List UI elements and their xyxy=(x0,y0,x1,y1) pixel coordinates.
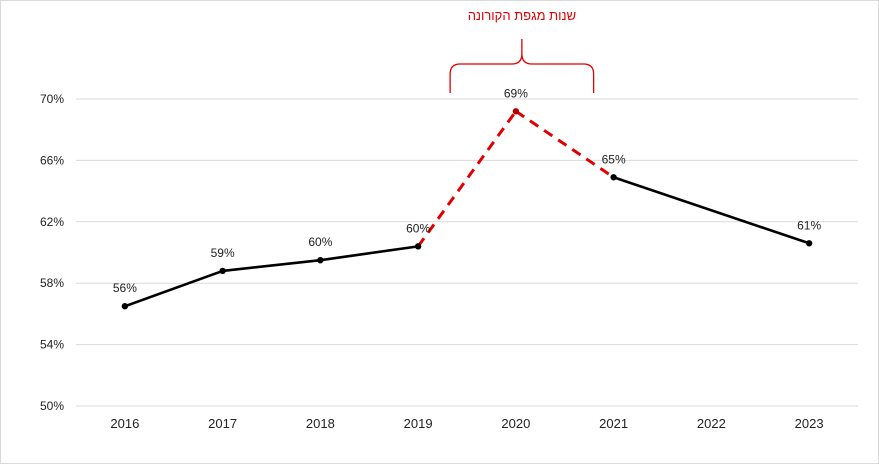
series-segment xyxy=(222,258,321,273)
data-label: 65% xyxy=(602,152,626,166)
series-points xyxy=(121,108,813,310)
data-label: 60% xyxy=(308,235,332,249)
data-point xyxy=(121,303,129,310)
series-lines xyxy=(124,110,810,308)
x-tick-label: 2023 xyxy=(795,416,824,431)
gridlines xyxy=(76,98,858,407)
data-point xyxy=(512,108,520,115)
x-tick-label: 2021 xyxy=(599,416,628,431)
x-tick-label: 2020 xyxy=(501,416,530,431)
annotation-label: שנות מגפת הקורונה xyxy=(468,8,576,23)
x-tick-label: 2017 xyxy=(208,416,237,431)
data-label: 56% xyxy=(113,281,137,295)
y-tick-label: 50% xyxy=(40,399,64,413)
data-point xyxy=(414,243,422,250)
annotation-brace xyxy=(449,39,595,93)
series-segment xyxy=(124,269,224,308)
data-point xyxy=(805,240,813,247)
y-tick-label: 70% xyxy=(40,92,64,106)
series-segment-dashed xyxy=(515,110,615,179)
y-axis: 50% 54% 58% 62% 66% 70% xyxy=(40,92,64,413)
x-tick-label: 2019 xyxy=(404,416,433,431)
x-tick-label: 2016 xyxy=(110,416,139,431)
y-tick-label: 66% xyxy=(40,153,64,167)
x-axis: 2016 2017 2018 2019 2020 2021 2022 2023 xyxy=(110,416,823,431)
data-labels: 56% 59% 60% 60% 69% 65% 61% xyxy=(113,86,822,295)
y-tick-label: 54% xyxy=(40,338,64,352)
covid-annotation: שנות מגפת הקורונה xyxy=(449,8,595,93)
series-segment-dashed xyxy=(416,110,518,248)
series-segment xyxy=(320,245,419,262)
data-point xyxy=(219,267,226,275)
data-label: 59% xyxy=(211,246,235,260)
data-label: 61% xyxy=(797,218,821,232)
data-point xyxy=(610,174,617,181)
series-segment xyxy=(613,176,810,245)
x-tick-label: 2022 xyxy=(697,416,726,431)
data-label: 60% xyxy=(406,221,430,235)
data-label: 69% xyxy=(504,86,528,100)
data-point xyxy=(317,256,324,264)
y-tick-label: 62% xyxy=(40,215,64,229)
x-tick-label: 2018 xyxy=(306,416,335,431)
y-tick-label: 58% xyxy=(40,276,64,290)
